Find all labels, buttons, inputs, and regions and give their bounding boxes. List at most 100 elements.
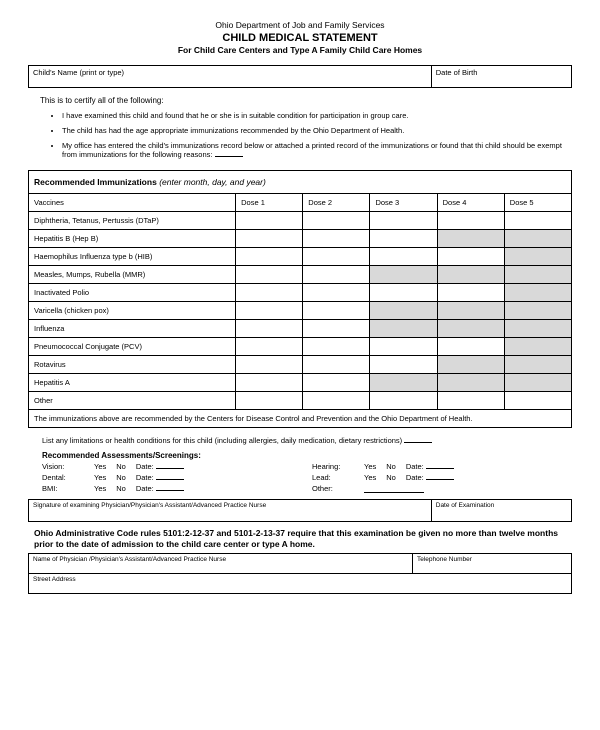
dose-cell[interactable] (303, 212, 370, 230)
dose-cell[interactable] (370, 356, 437, 374)
dose-cell[interactable] (437, 284, 504, 302)
assess-date-blank[interactable] (156, 468, 184, 469)
limitations-line: List any limitations or health condition… (42, 436, 572, 445)
dose-cell[interactable] (236, 338, 303, 356)
dose-cell[interactable] (303, 392, 370, 410)
dose-cell[interactable] (504, 266, 571, 284)
dose-cell[interactable] (236, 230, 303, 248)
assess-date: Date: (406, 473, 454, 482)
assess-date-blank[interactable] (426, 468, 454, 469)
dose-cell[interactable] (303, 230, 370, 248)
dose-cell[interactable] (504, 230, 571, 248)
dose-cell[interactable] (303, 374, 370, 392)
dose-cell[interactable] (437, 230, 504, 248)
dose-cell[interactable] (370, 320, 437, 338)
dose-cell[interactable] (370, 230, 437, 248)
dose-cell[interactable] (236, 392, 303, 410)
dose-cell[interactable] (370, 284, 437, 302)
col-dose: Dose 2 (303, 194, 370, 212)
dose-cell[interactable] (236, 302, 303, 320)
department-name: Ohio Department of Job and Family Servic… (28, 20, 572, 30)
limitations-text: List any limitations or health condition… (42, 436, 402, 445)
immun-row: Haemophilus Influenza type b (HIB) (29, 248, 572, 266)
dose-cell[interactable] (370, 248, 437, 266)
exempt-reason-blank[interactable] (215, 156, 243, 157)
assess-yes[interactable]: Yes (94, 484, 106, 493)
assess-no[interactable]: No (386, 473, 396, 482)
col-dose: Dose 1 (236, 194, 303, 212)
dose-cell[interactable] (370, 338, 437, 356)
form-header: Ohio Department of Job and Family Servic… (28, 20, 572, 55)
dose-cell[interactable] (504, 284, 571, 302)
dose-cell[interactable] (236, 356, 303, 374)
dose-cell[interactable] (236, 374, 303, 392)
exam-date-field[interactable]: Date of Examination (432, 500, 571, 521)
dose-cell[interactable] (437, 338, 504, 356)
dose-cell[interactable] (303, 266, 370, 284)
dose-cell[interactable] (370, 302, 437, 320)
phone-field[interactable]: Telephone Number (413, 554, 571, 573)
dose-cell[interactable] (370, 374, 437, 392)
signature-field[interactable]: Signature of examining Physician/Physici… (29, 500, 432, 521)
assess-yes[interactable]: Yes (364, 473, 376, 482)
assess-other-blank[interactable] (364, 484, 424, 493)
dose-cell[interactable] (504, 356, 571, 374)
assess-no[interactable]: No (116, 484, 126, 493)
dose-cell[interactable] (437, 302, 504, 320)
assess-date-blank[interactable] (426, 479, 454, 480)
dose-cell[interactable] (504, 374, 571, 392)
dose-cell[interactable] (504, 302, 571, 320)
child-name-box: Child's Name (print or type) Date of Bir… (28, 65, 572, 88)
dose-cell[interactable] (370, 392, 437, 410)
dose-cell[interactable] (437, 266, 504, 284)
dose-cell[interactable] (504, 248, 571, 266)
dose-cell[interactable] (370, 266, 437, 284)
dose-cell[interactable] (236, 248, 303, 266)
dose-cell[interactable] (303, 338, 370, 356)
address-field[interactable]: Street Address (28, 574, 572, 594)
dose-cell[interactable] (437, 356, 504, 374)
assess-label: Other: (312, 484, 354, 493)
assess-no[interactable]: No (116, 473, 126, 482)
assess-label: Vision: (42, 462, 84, 471)
dose-cell[interactable] (437, 392, 504, 410)
dob-field[interactable]: Date of Birth (432, 66, 571, 87)
assess-date-blank[interactable] (156, 479, 184, 480)
limitations-blank[interactable] (404, 442, 432, 443)
form-subtitle: For Child Care Centers and Type A Family… (28, 45, 572, 55)
assess-date: Date: (136, 473, 184, 482)
dose-cell[interactable] (236, 212, 303, 230)
dose-cell[interactable] (437, 248, 504, 266)
dose-cell[interactable] (437, 374, 504, 392)
dose-cell[interactable] (303, 320, 370, 338)
dose-cell[interactable] (303, 356, 370, 374)
certify-intro: This is to certify all of the following: (40, 96, 572, 105)
dose-cell[interactable] (437, 212, 504, 230)
child-name-field[interactable]: Child's Name (print or type) (29, 66, 432, 87)
dose-cell[interactable] (303, 302, 370, 320)
assess-yes[interactable]: Yes (94, 462, 106, 471)
dose-cell[interactable] (504, 212, 571, 230)
assess-no[interactable]: No (116, 462, 126, 471)
dose-cell[interactable] (504, 338, 571, 356)
physician-name-field[interactable]: Name of Physician /Physician's Assistant… (29, 554, 413, 573)
dose-cell[interactable] (236, 266, 303, 284)
immun-header-row: Vaccines Dose 1 Dose 2 Dose 3 Dose 4 Dos… (29, 194, 572, 212)
dose-cell[interactable] (504, 392, 571, 410)
dose-cell[interactable] (303, 248, 370, 266)
dose-cell[interactable] (504, 320, 571, 338)
dose-cell[interactable] (236, 284, 303, 302)
dose-cell[interactable] (370, 212, 437, 230)
dose-cell[interactable] (437, 320, 504, 338)
assess-yes[interactable]: Yes (364, 462, 376, 471)
vaccine-name: Hepatitis B (Hep B) (29, 230, 236, 248)
dose-cell[interactable] (303, 284, 370, 302)
form-title: CHILD MEDICAL STATEMENT (28, 32, 572, 44)
vaccine-name: Other (29, 392, 236, 410)
immun-section-header: Recommended Immunizations (enter month, … (29, 171, 572, 194)
immun-row: Inactivated Polio (29, 284, 572, 302)
assess-yes[interactable]: Yes (94, 473, 106, 482)
dose-cell[interactable] (236, 320, 303, 338)
assess-date-blank[interactable] (156, 490, 184, 491)
assess-no[interactable]: No (386, 462, 396, 471)
